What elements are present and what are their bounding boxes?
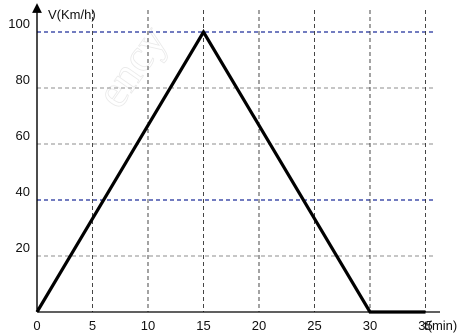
series-line-0	[35, 28, 426, 314]
y-tick-label-40: 40	[16, 184, 30, 199]
x-tick-label-10: 10	[141, 318, 155, 333]
y-axis-title: V(Km/h)	[48, 7, 96, 22]
y-tick-label-60: 60	[16, 128, 30, 143]
y-tick-label-20: 20	[16, 240, 30, 255]
y-tick-label-80: 80	[16, 72, 30, 87]
x-axis-title: t(min)	[424, 318, 457, 333]
tick-labels: 0 5 10 15 20 25 30 35 20 40 60 80 100	[8, 16, 432, 333]
axes	[32, 3, 440, 313]
x-tick-label-30: 30	[363, 318, 377, 333]
grid-lines	[37, 10, 433, 312]
y-tick-label-100: 100	[8, 16, 30, 31]
x-tick-label-35: 35	[418, 318, 432, 333]
x-tick-label-25: 25	[307, 318, 321, 333]
x-tick-label-5: 5	[89, 318, 96, 333]
x-tick-label-20: 20	[252, 318, 266, 333]
data-series	[35, 28, 426, 314]
x-tick-label-0: 0	[33, 318, 40, 333]
x-tick-label-15: 15	[196, 318, 210, 333]
